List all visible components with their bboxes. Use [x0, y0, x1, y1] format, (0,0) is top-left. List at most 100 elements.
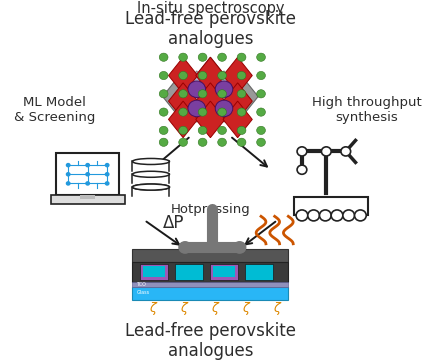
Bar	[213, 266, 235, 277]
Bar	[56, 153, 119, 195]
Circle shape	[321, 147, 331, 156]
Circle shape	[233, 241, 246, 254]
Text: Glass: Glass	[136, 290, 149, 295]
Circle shape	[179, 138, 187, 146]
Circle shape	[341, 147, 351, 156]
Circle shape	[237, 53, 246, 61]
Polygon shape	[168, 101, 198, 138]
Circle shape	[85, 163, 90, 167]
Ellipse shape	[132, 184, 169, 190]
Polygon shape	[190, 57, 231, 109]
Polygon shape	[223, 101, 252, 138]
Circle shape	[297, 147, 307, 156]
Bar	[80, 195, 95, 199]
Bar	[132, 187, 169, 196]
Text: ζ: ζ	[180, 302, 187, 315]
Circle shape	[320, 210, 331, 221]
Circle shape	[331, 210, 343, 221]
Circle shape	[237, 90, 246, 98]
Polygon shape	[182, 71, 211, 108]
Text: High throughput
synthesis: High throughput synthesis	[312, 96, 422, 124]
Circle shape	[355, 210, 366, 221]
Circle shape	[218, 90, 226, 98]
Circle shape	[198, 108, 207, 116]
Circle shape	[257, 126, 265, 135]
Polygon shape	[223, 83, 252, 119]
Circle shape	[218, 71, 226, 80]
Circle shape	[237, 126, 246, 135]
Circle shape	[198, 138, 207, 146]
Circle shape	[179, 90, 187, 98]
Circle shape	[257, 53, 265, 61]
Circle shape	[237, 108, 246, 116]
Circle shape	[159, 138, 168, 146]
Circle shape	[218, 53, 226, 61]
Text: ζ: ζ	[242, 302, 249, 315]
Circle shape	[188, 81, 206, 97]
Polygon shape	[217, 71, 258, 122]
Polygon shape	[210, 85, 239, 122]
Circle shape	[85, 172, 90, 177]
Text: Lead-free perovskite
analogues: Lead-free perovskite analogues	[126, 321, 296, 361]
Polygon shape	[182, 85, 211, 122]
Circle shape	[296, 210, 308, 221]
Bar	[132, 262, 288, 282]
Bar	[178, 266, 200, 277]
Ellipse shape	[132, 184, 169, 190]
Bar	[51, 195, 125, 205]
Bar	[249, 266, 270, 277]
Text: ζ: ζ	[149, 302, 155, 315]
Circle shape	[218, 108, 226, 116]
Text: ζ: ζ	[211, 302, 218, 315]
Circle shape	[159, 126, 168, 135]
Circle shape	[218, 126, 226, 135]
Circle shape	[105, 181, 110, 186]
Circle shape	[218, 138, 226, 146]
Text: In-situ spectroscopy: In-situ spectroscopy	[137, 1, 284, 16]
Circle shape	[66, 181, 71, 186]
Bar	[132, 249, 288, 262]
Circle shape	[178, 241, 192, 254]
Circle shape	[159, 71, 168, 80]
Circle shape	[179, 108, 187, 116]
Bar	[210, 264, 238, 280]
Polygon shape	[196, 57, 225, 94]
Circle shape	[237, 71, 246, 80]
Polygon shape	[223, 57, 252, 94]
Text: ζ: ζ	[273, 302, 280, 315]
Polygon shape	[196, 101, 225, 138]
Circle shape	[257, 90, 265, 98]
Bar	[140, 264, 168, 280]
Polygon shape	[210, 71, 239, 108]
Circle shape	[179, 71, 187, 80]
Ellipse shape	[132, 171, 169, 177]
Polygon shape	[168, 83, 198, 119]
Bar	[132, 174, 169, 184]
Polygon shape	[163, 71, 204, 122]
Circle shape	[85, 181, 90, 186]
Circle shape	[105, 163, 110, 167]
Circle shape	[179, 126, 187, 135]
Bar	[132, 282, 288, 287]
Polygon shape	[196, 83, 225, 119]
Bar	[132, 161, 169, 171]
Text: Lead-free perovskite
analogues: Lead-free perovskite analogues	[125, 10, 296, 49]
Circle shape	[297, 165, 307, 174]
Circle shape	[215, 81, 233, 97]
Ellipse shape	[132, 159, 169, 164]
Text: TCO: TCO	[136, 282, 146, 287]
Polygon shape	[190, 85, 231, 136]
Circle shape	[159, 53, 168, 61]
Bar	[246, 264, 273, 280]
Polygon shape	[168, 57, 198, 94]
Circle shape	[215, 100, 233, 117]
Circle shape	[198, 90, 207, 98]
Circle shape	[198, 53, 207, 61]
Text: ML Model
& Screening: ML Model & Screening	[14, 96, 96, 124]
Text: Hotpressing: Hotpressing	[171, 203, 251, 216]
Circle shape	[343, 210, 355, 221]
Circle shape	[257, 138, 265, 146]
Circle shape	[105, 172, 110, 177]
Circle shape	[188, 100, 206, 117]
Circle shape	[66, 172, 71, 177]
